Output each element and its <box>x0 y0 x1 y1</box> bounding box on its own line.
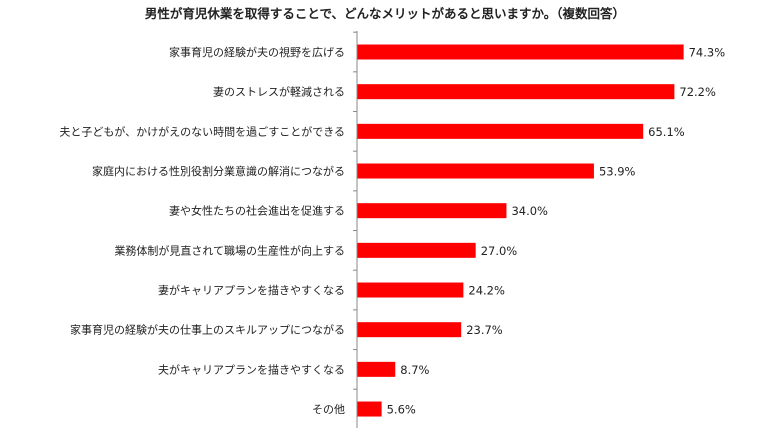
category-label: 妻がキャリアプランを描きやすくなる <box>158 283 345 297</box>
category-label: 夫がキャリアプランを描きやすくなる <box>158 362 345 376</box>
category-label: 業務体制が見直されて職場の生産性が向上する <box>114 243 345 257</box>
category-label: その他 <box>312 403 345 416</box>
value-label: 27.0% <box>481 244 518 258</box>
bar <box>357 44 684 60</box>
category-label: 家庭内における性別役割分業意識の解消につながる <box>92 164 345 178</box>
chart-title: 男性が育児休業を取得することで、どんなメリットがあると思いますか。（複数回答） <box>144 6 626 21</box>
bar <box>357 401 382 417</box>
bar <box>357 84 675 100</box>
bar <box>357 242 476 258</box>
category-label: 妻のストレスが軽減される <box>213 85 345 99</box>
value-label: 65.1% <box>648 125 685 139</box>
category-label: 家事育児の経験が夫の視野を広げる <box>169 45 345 59</box>
value-label: 23.7% <box>466 323 503 337</box>
value-label: 53.9% <box>599 165 636 179</box>
bar <box>357 361 396 377</box>
value-label: 5.6% <box>387 403 416 417</box>
value-label: 34.0% <box>511 204 548 218</box>
value-label: 8.7% <box>400 363 429 377</box>
value-label: 24.2% <box>468 284 505 298</box>
bar <box>357 282 464 298</box>
category-label: 夫と子どもが、かけがえのない時間を過ごすことができる <box>59 124 345 138</box>
bar <box>357 163 594 179</box>
bar <box>357 203 507 219</box>
category-label: 家事育児の経験が夫の仕事上のスキルアップにつながる <box>70 323 345 337</box>
bar <box>357 123 644 139</box>
value-label: 74.3% <box>689 46 726 60</box>
category-label: 妻や女性たちの社会進出を促進する <box>169 204 345 218</box>
value-label: 72.2% <box>679 85 716 99</box>
bar <box>357 322 462 338</box>
